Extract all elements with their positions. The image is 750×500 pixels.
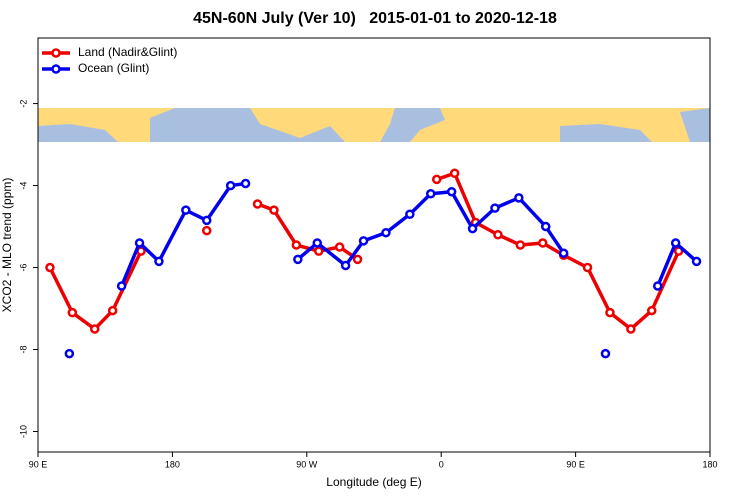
data-point <box>358 236 369 246</box>
x-tick-label: 90 W <box>296 459 318 469</box>
data-point <box>449 168 460 179</box>
data-point <box>514 193 524 203</box>
y-tick-label: -2 <box>18 100 28 108</box>
data-point <box>45 262 55 273</box>
data-point <box>201 225 212 236</box>
data-point <box>293 254 303 265</box>
data-point <box>605 307 615 318</box>
data-point <box>340 260 351 271</box>
data-point <box>201 215 212 226</box>
data-point <box>67 307 78 318</box>
x-axis-label: Longitude (deg E) <box>326 475 421 489</box>
y-tick-label: -8 <box>18 346 28 354</box>
plot-frame <box>37 37 711 453</box>
legend-label: Ocean (Glint) <box>78 61 149 75</box>
data-point <box>89 324 100 334</box>
x-tick-label: 0 <box>439 459 444 469</box>
y-tick-label: -4 <box>18 182 28 190</box>
legend-marker <box>51 64 61 74</box>
legend-marker <box>51 48 61 58</box>
data-point <box>670 238 681 248</box>
data-point <box>626 324 636 334</box>
x-tick-label: 90 E <box>566 459 585 469</box>
data-point <box>116 281 127 291</box>
data-point <box>107 305 118 316</box>
y-tick-label: -6 <box>18 264 28 272</box>
data-point <box>134 238 145 248</box>
data-point <box>537 238 548 248</box>
data-point <box>405 209 415 220</box>
data-point <box>691 256 702 267</box>
data-point <box>312 238 323 248</box>
data-point <box>540 221 551 232</box>
data-point <box>64 348 75 359</box>
data-point <box>446 186 457 197</box>
data-point <box>313 246 324 256</box>
x-tick-label: 180 <box>165 459 180 469</box>
map-band <box>38 108 710 142</box>
data-point <box>600 348 611 359</box>
data-point <box>269 205 279 215</box>
data-point <box>154 256 164 267</box>
data-point <box>493 230 503 240</box>
data-point <box>291 240 302 250</box>
y-tick-label: -10 <box>18 425 28 438</box>
data-point <box>467 223 478 234</box>
data-point <box>240 178 251 189</box>
data-point <box>515 240 526 250</box>
data-point <box>425 189 436 199</box>
x-tick-label: 180 <box>702 459 717 469</box>
data-point <box>181 205 191 215</box>
data-point <box>647 305 657 316</box>
data-point <box>431 174 442 185</box>
data-point <box>652 281 663 291</box>
data-point <box>558 248 569 258</box>
data-point <box>490 203 500 213</box>
data-point <box>252 199 263 209</box>
chart-title: 45N-60N July (Ver 10) 2015-01-01 to 2020… <box>193 10 557 27</box>
data-point <box>352 254 363 265</box>
data-point <box>225 180 236 191</box>
data-point <box>582 262 593 273</box>
data-point <box>381 227 391 238</box>
data-point <box>334 242 345 252</box>
y-axis-label: XCO2 - MLO trend (ppm) <box>0 178 14 313</box>
legend-label: Land (Nadir&Glint) <box>78 45 177 59</box>
x-tick-label: 90 E <box>29 459 48 469</box>
